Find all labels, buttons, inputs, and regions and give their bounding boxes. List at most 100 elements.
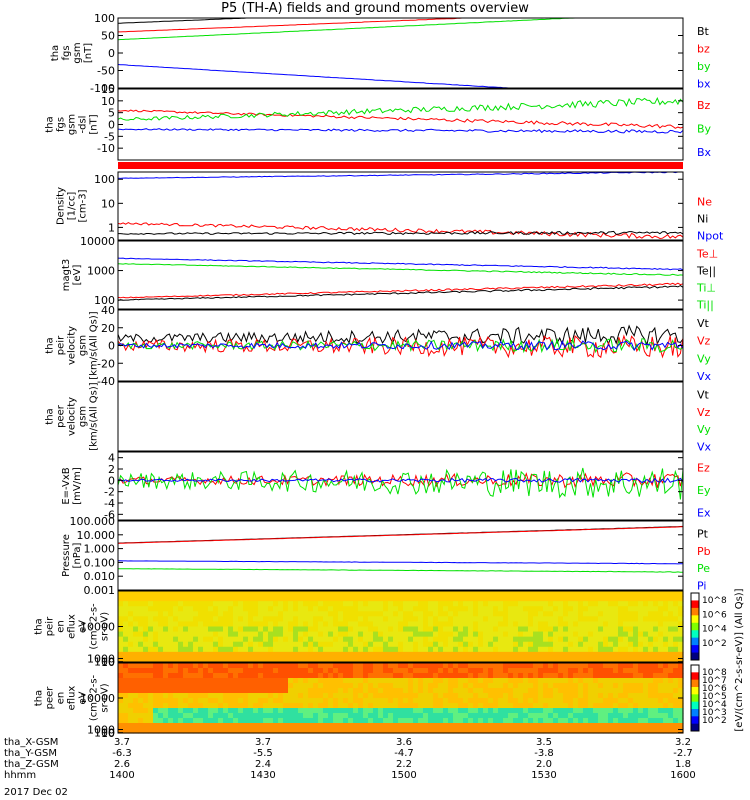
- spectrogram-cell: [188, 621, 194, 628]
- spectrogram-cell: [673, 611, 679, 617]
- spectrogram-cell: [338, 723, 344, 729]
- spectrogram-cell: [438, 703, 444, 709]
- spectrogram-cell: [593, 718, 599, 724]
- spectrogram-cell: [643, 646, 649, 653]
- y-tick-label: 10: [101, 197, 115, 210]
- spectrogram-cell: [343, 631, 349, 638]
- spectrogram-cell: [553, 621, 559, 628]
- spectrogram-cell: [528, 713, 534, 719]
- spectrogram-cell: [533, 708, 539, 714]
- spectrogram-cell: [538, 723, 544, 729]
- spectrogram-cell: [568, 596, 574, 602]
- y-tick-label: 10: [101, 727, 115, 740]
- spectrogram-cell: [638, 601, 644, 607]
- colorbar-swatch: [691, 687, 699, 695]
- spectrogram-cell: [308, 616, 314, 623]
- spectrogram-cell: [498, 596, 504, 602]
- spectrogram-cell: [128, 718, 134, 724]
- spectrogram-cell: [308, 663, 314, 669]
- spectrogram-cell: [248, 641, 254, 648]
- spectrogram-cell: [493, 663, 499, 669]
- spectrogram-cell: [618, 728, 624, 734]
- spectrogram-cell: [123, 611, 129, 617]
- spectrogram-cell: [543, 621, 549, 628]
- spectrogram-cell: [313, 668, 319, 674]
- spectrogram-cell: [548, 656, 554, 663]
- spectrogram-cell: [578, 663, 584, 669]
- spectrogram-cell: [553, 723, 559, 729]
- spectrogram-cell: [588, 723, 594, 729]
- spectrogram-cell: [318, 596, 324, 602]
- spectrogram-cell: [638, 718, 644, 724]
- spectrogram-cell: [328, 631, 334, 638]
- y-tick-label: 0.100: [84, 556, 116, 569]
- spectrogram-cell: [623, 651, 629, 658]
- spectrogram-cell: [433, 703, 439, 709]
- spectrogram-cell: [283, 668, 289, 674]
- spectrogram-cell: [388, 708, 394, 714]
- spectrogram-cell: [193, 728, 199, 734]
- spectrogram-cell: [133, 713, 139, 719]
- spectrogram-cell: [468, 651, 474, 658]
- spectrogram-cell: [413, 668, 419, 674]
- spectrogram-cell: [383, 626, 389, 633]
- spectrogram-cell: [193, 601, 199, 607]
- spectrogram-cell: [128, 678, 134, 684]
- spectrogram-cell: [438, 693, 444, 699]
- spectrogram-cell: [603, 656, 609, 663]
- spectrogram-cell: [563, 678, 569, 684]
- spectrogram-cell: [518, 683, 524, 689]
- spectrogram-cell: [133, 641, 139, 648]
- spectrogram-cell: [148, 728, 154, 734]
- spectrogram-cell: [253, 601, 259, 607]
- spectrogram-cell: [398, 688, 404, 694]
- spectrogram-cell: [428, 728, 434, 734]
- spectrogram-cell: [168, 678, 174, 684]
- spectrogram-cell: [318, 688, 324, 694]
- spectrogram-cell: [238, 626, 244, 633]
- x-row-label: tha_Z-GSM: [4, 759, 59, 770]
- spectrogram-cell: [513, 698, 519, 704]
- spectrogram-cell: [498, 663, 504, 669]
- y-axis-label: fgs: [56, 117, 67, 132]
- spectrogram-cell: [258, 631, 264, 638]
- spectrogram-cell: [173, 636, 179, 643]
- spectrogram-cell: [118, 636, 124, 643]
- spectrogram-cell: [493, 718, 499, 724]
- spectrogram-cell: [453, 693, 459, 699]
- spectrogram-cell: [553, 668, 559, 674]
- spectrogram-cell: [588, 631, 594, 638]
- spectrogram-cell: [608, 718, 614, 724]
- spectrogram-cell: [163, 678, 169, 684]
- spectrogram-cell: [528, 668, 534, 674]
- spectrogram-cell: [453, 636, 459, 643]
- spectrogram-cell: [603, 631, 609, 638]
- spectrogram-cell: [488, 683, 494, 689]
- spectrogram-cell: [523, 703, 529, 709]
- spectrogram-cell: [203, 698, 209, 704]
- spectrogram-cell: [488, 596, 494, 602]
- spectrogram-cell: [118, 646, 124, 653]
- spectrogram-cell: [678, 631, 684, 638]
- spectrogram-cell: [178, 606, 184, 612]
- y-tick-label: 4: [108, 452, 115, 465]
- spectrogram-cell: [453, 626, 459, 633]
- spectrogram-cell: [153, 688, 159, 694]
- spectrogram-cell: [238, 723, 244, 729]
- x-tick-label: 1600: [670, 770, 695, 781]
- spectrogram-cell: [403, 621, 409, 628]
- spectrogram-cell: [608, 636, 614, 643]
- spectrogram-cell: [668, 718, 674, 724]
- spectrogram-cell: [348, 591, 354, 597]
- spectrogram-cell: [243, 713, 249, 719]
- spectrogram-cell: [188, 718, 194, 724]
- spectrogram-cell: [673, 616, 679, 623]
- spectrogram-cell: [368, 606, 374, 612]
- spectrogram-cell: [618, 713, 624, 719]
- spectrogram-cell: [663, 606, 669, 612]
- spectrogram-cell: [388, 683, 394, 689]
- spectrogram-cell: [198, 673, 204, 679]
- spectrogram-cell: [158, 591, 164, 597]
- spectrogram-cell: [483, 651, 489, 658]
